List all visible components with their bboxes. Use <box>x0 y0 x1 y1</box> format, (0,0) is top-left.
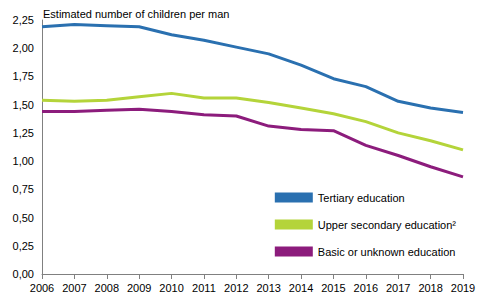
svg-text:0,25: 0,25 <box>13 240 34 252</box>
svg-text:2012: 2012 <box>224 282 248 294</box>
svg-text:2011: 2011 <box>192 282 216 294</box>
svg-text:2019: 2019 <box>451 282 475 294</box>
svg-text:1,50: 1,50 <box>13 99 34 111</box>
svg-text:1,75: 1,75 <box>13 70 34 82</box>
svg-text:Estimated number of children p: Estimated number of children per man <box>43 8 229 20</box>
svg-text:0,75: 0,75 <box>13 183 34 195</box>
svg-text:2007: 2007 <box>62 282 86 294</box>
svg-text:2017: 2017 <box>386 282 410 294</box>
svg-text:2,00: 2,00 <box>13 42 34 54</box>
svg-text:Basic or unknown education: Basic or unknown education <box>318 246 456 258</box>
svg-text:1,00: 1,00 <box>13 155 34 167</box>
svg-text:Upper secondary education²: Upper secondary education² <box>318 219 457 231</box>
svg-text:2018: 2018 <box>418 282 442 294</box>
svg-text:Tertiary education: Tertiary education <box>318 192 405 204</box>
svg-text:2013: 2013 <box>256 282 280 294</box>
svg-text:2010: 2010 <box>159 282 183 294</box>
svg-text:2006: 2006 <box>30 282 54 294</box>
svg-text:2,25: 2,25 <box>13 14 34 26</box>
svg-text:2008: 2008 <box>95 282 119 294</box>
svg-text:2015: 2015 <box>321 282 345 294</box>
svg-text:0,00: 0,00 <box>13 268 34 280</box>
svg-text:2016: 2016 <box>354 282 378 294</box>
svg-text:0,50: 0,50 <box>13 212 34 224</box>
svg-text:2009: 2009 <box>127 282 151 294</box>
svg-text:2014: 2014 <box>289 282 313 294</box>
svg-text:1,25: 1,25 <box>13 127 34 139</box>
